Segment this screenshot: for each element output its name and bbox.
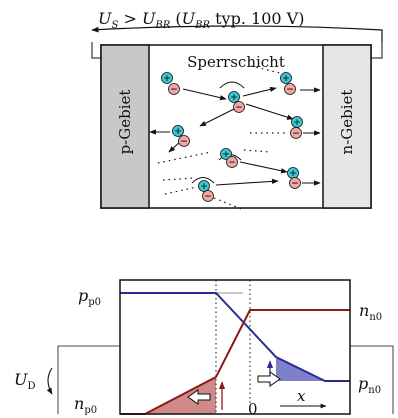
top-diagram: US > UBR (UBR typ. 100 V) p-Gebiet n-Geb… xyxy=(91,9,383,211)
origin-label: 0 xyxy=(248,400,258,418)
voltage-condition-label: US > UBR (UBR typ. 100 V) xyxy=(98,9,304,31)
hole-particle: + xyxy=(161,72,173,84)
electron-particle: − xyxy=(202,190,214,202)
label-pp0: pp0 xyxy=(78,286,101,308)
svg-text:+: + xyxy=(282,74,290,84)
dotted-trails xyxy=(157,65,285,211)
n-region-label: n-Gebiet xyxy=(338,90,356,155)
hole-particle: + xyxy=(228,91,240,103)
svg-text:−: − xyxy=(204,192,212,202)
label-nn0: nn0 xyxy=(359,301,382,323)
hole-particle: + xyxy=(291,116,303,128)
p-region xyxy=(100,44,150,209)
svg-text:+: + xyxy=(163,74,171,84)
electron-particle: − xyxy=(178,135,190,147)
label-pn0: pn0 xyxy=(358,374,381,396)
n-region xyxy=(322,44,372,209)
svg-text:+: + xyxy=(230,93,238,103)
hole-diffusion-arrow xyxy=(257,371,281,387)
hole-particle: + xyxy=(172,125,184,137)
hole-particle: + xyxy=(198,180,210,192)
electron-particle: − xyxy=(289,177,301,189)
electrons-curve xyxy=(120,309,350,415)
p-region-label: p-Gebiet xyxy=(116,90,134,155)
voltage-arrow xyxy=(91,25,383,42)
particles: + − + − + − + − + − + − + − + − xyxy=(161,72,303,202)
svg-text:+: + xyxy=(293,118,301,128)
electron-particle: − xyxy=(233,101,245,113)
hole-particle: + xyxy=(220,148,232,160)
electron-diffusion-arrow xyxy=(187,389,211,405)
svg-text:+: + xyxy=(222,150,230,160)
electron-particle: − xyxy=(290,127,302,139)
svg-text:−: − xyxy=(291,179,299,189)
x-axis-label: x xyxy=(297,387,306,405)
electron-particle: − xyxy=(226,156,238,168)
svg-text:+: + xyxy=(289,169,297,179)
wire-right xyxy=(371,42,383,59)
ud-arrow xyxy=(46,367,53,395)
svg-text:+: + xyxy=(174,127,182,137)
svg-text:+: + xyxy=(200,182,208,192)
depletion-boundaries xyxy=(215,280,251,414)
svg-text:−: − xyxy=(286,85,294,95)
bottom-plot: x 0 pp0 nn0 pn0 np0 UD xyxy=(14,279,394,418)
svg-text:−: − xyxy=(292,129,300,139)
wire-ud-right xyxy=(350,345,394,414)
svg-text:−: − xyxy=(235,103,243,113)
hole-particle: + xyxy=(280,72,292,84)
holes-curve xyxy=(120,292,350,382)
electron-particle: − xyxy=(168,83,180,95)
carrier-arrows xyxy=(149,86,321,186)
electron-particle: − xyxy=(284,83,296,95)
label-ud: UD xyxy=(14,370,36,392)
plot-frame xyxy=(119,279,351,415)
wire-ud-left xyxy=(57,345,120,414)
wire-left xyxy=(91,42,101,59)
svg-text:−: − xyxy=(180,137,188,147)
svg-text:−: − xyxy=(228,158,236,168)
svg-text:−: − xyxy=(170,85,178,95)
label-np0: np0 xyxy=(74,394,97,416)
depletion-layer-label: Sperrschicht xyxy=(187,53,285,71)
